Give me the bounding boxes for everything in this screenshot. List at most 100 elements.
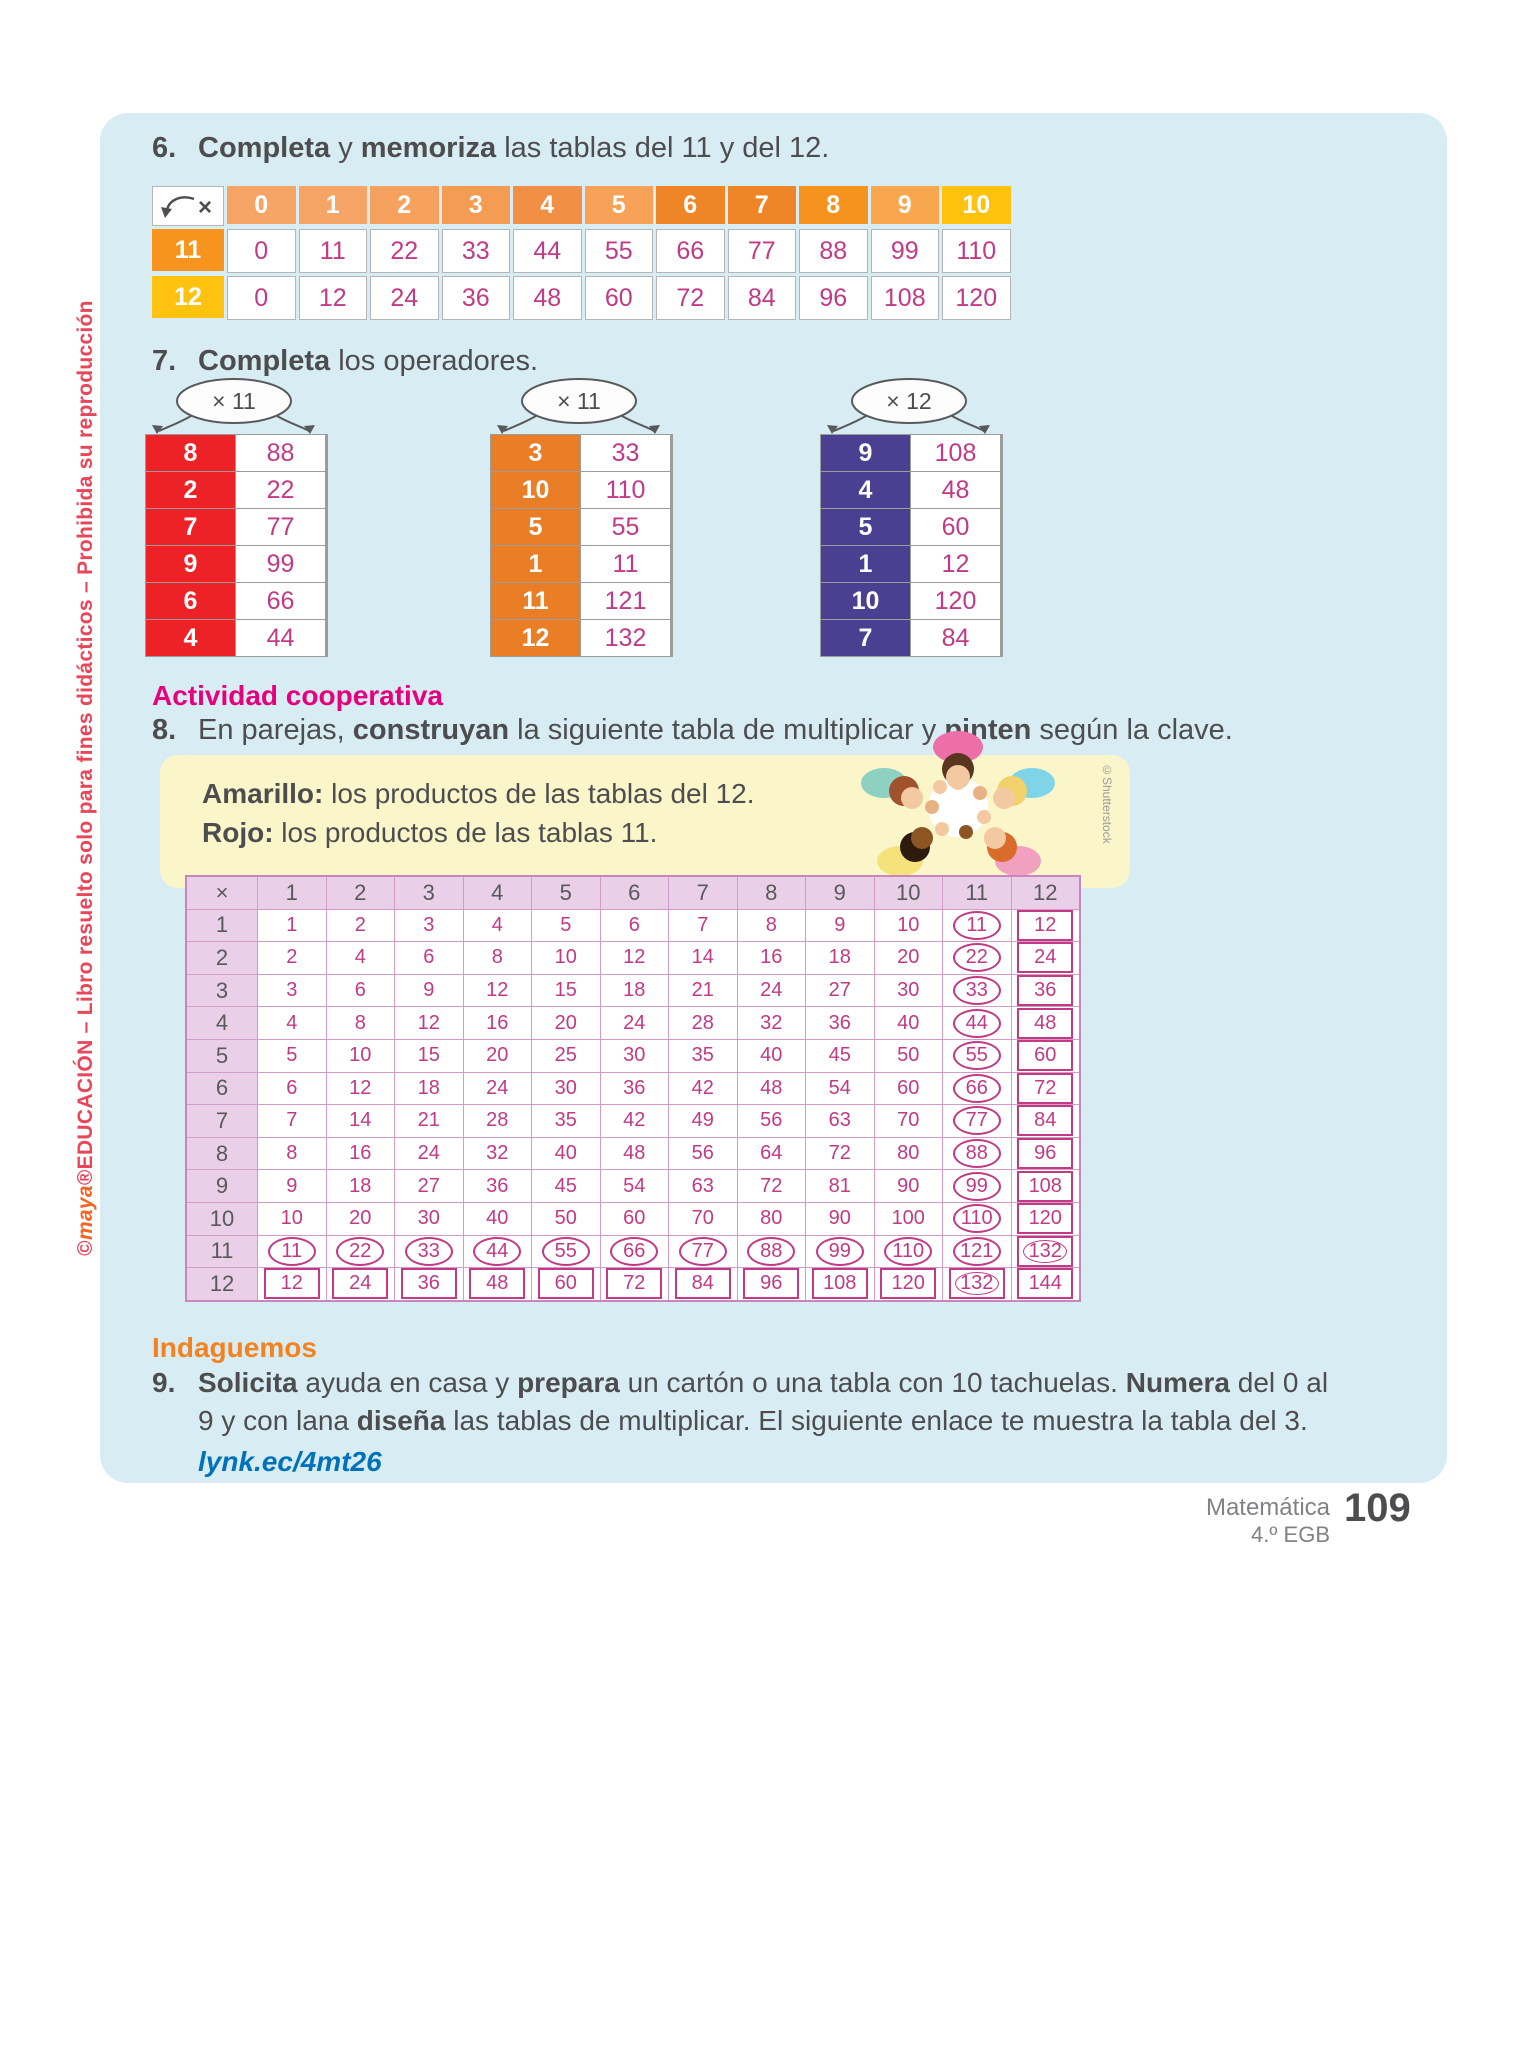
- operator-output-cell: 12: [911, 546, 1000, 582]
- operator-input-cell: 9: [821, 435, 910, 471]
- exercise-number: 8.: [152, 714, 177, 746]
- mult-product-cell: 22: [943, 942, 1011, 974]
- svg-text:×: ×: [198, 194, 212, 220]
- mult-product-cell: 60: [532, 1268, 600, 1300]
- mult-col-header: 12: [1011, 877, 1079, 909]
- ex6-product-cell: 33: [441, 229, 510, 273]
- mult-product-cell: 20: [326, 1202, 394, 1235]
- mult-product-cell: 8: [326, 1007, 394, 1039]
- mult-table: × 1 2 3 4 5 6 7 8 9 10 11 12 1 1 2 3 4 5 6 7 8 9 10 11 12 2 2 4 6 8 10 1…: [185, 875, 1081, 1302]
- mult-product-cell: 40: [737, 1039, 805, 1072]
- text-segment: Numera: [1125, 1367, 1230, 1398]
- operator-output-cell: 110: [581, 472, 670, 508]
- mult-col-header: 2: [326, 877, 394, 909]
- mult-product-cell: 66: [600, 1235, 668, 1268]
- oval-shape: [521, 378, 637, 424]
- mult-product-cell: 44: [943, 1007, 1011, 1039]
- circle-mark: 110: [952, 1204, 1001, 1234]
- mult-product-cell: 84: [1011, 1105, 1079, 1137]
- box-mark: 120: [1017, 1203, 1074, 1235]
- text-segment: Amarillo:: [202, 778, 324, 809]
- mult-product-cell: 77: [669, 1235, 737, 1268]
- mult-product-cell: 12: [1011, 909, 1079, 942]
- ex6-product-cell: 24: [370, 276, 439, 320]
- box-mark: 72: [1017, 1072, 1074, 1104]
- mult-product-cell: 40: [874, 1007, 942, 1039]
- operator-output-cell: 120: [911, 583, 1000, 619]
- text-segment: ©: [74, 1240, 97, 1256]
- box-mark: 132: [1017, 1235, 1074, 1267]
- mult-product-cell: 30: [532, 1072, 600, 1105]
- circle-mark: 99: [952, 1171, 1001, 1201]
- circle-mark: 33: [952, 976, 1001, 1006]
- mult-product-cell: 50: [874, 1039, 942, 1072]
- mult-product-cell: 42: [669, 1072, 737, 1105]
- mult-product-cell: 11: [258, 1235, 326, 1268]
- mult-product-cell: 24: [463, 1072, 531, 1105]
- mult-corner-cell: ×: [187, 877, 257, 909]
- mult-product-cell: 40: [532, 1137, 600, 1170]
- ex6-row-header: 12: [152, 276, 224, 318]
- ex6-product-cell: 66: [656, 229, 725, 273]
- mult-product-cell: 14: [326, 1105, 394, 1137]
- mult-product-cell: 55: [943, 1039, 1011, 1072]
- ex6-product-cell: 110: [942, 229, 1011, 273]
- circle-mark: 99: [815, 1236, 864, 1266]
- mult-product-cell: 49: [669, 1105, 737, 1137]
- operator-input-cell: 5: [491, 509, 580, 545]
- exercise-6-heading: 6. Completa y memoriza las tablas del 11…: [152, 132, 829, 165]
- ex6-col-header: 0: [227, 186, 296, 224]
- ex6-col-header: 7: [727, 186, 796, 224]
- mult-product-cell: 64: [737, 1137, 805, 1170]
- mult-col-header: 6: [600, 877, 668, 909]
- mult-product-cell: 3: [258, 974, 326, 1007]
- exercise-line-1: Solicita ayuda en casa y prepara un cart…: [198, 1364, 1328, 1402]
- mult-product-cell: 4: [326, 942, 394, 974]
- mult-product-cell: 50: [532, 1202, 600, 1235]
- curved-arrow-times-icon: ×: [161, 194, 212, 220]
- mult-product-cell: 12: [600, 942, 668, 974]
- text-segment: y: [330, 132, 361, 164]
- mult-product-cell: 10: [874, 909, 942, 942]
- circle-mark: 132: [1023, 1239, 1068, 1263]
- text-segment: diseña: [356, 1405, 446, 1436]
- text-segment: ayuda en casa y: [297, 1367, 518, 1398]
- mult-product-cell: 15: [395, 1039, 463, 1072]
- mult-product-cell: 70: [874, 1105, 942, 1137]
- mult-product-cell: 45: [532, 1170, 600, 1202]
- times-arrow-cell: ×: [152, 186, 224, 226]
- mult-product-cell: 21: [395, 1105, 463, 1137]
- operator-input-cell: 4: [821, 472, 910, 508]
- mult-product-cell: 1: [258, 909, 326, 942]
- ex6-product-cell: 44: [513, 229, 582, 273]
- arrow-left-icon: [152, 425, 163, 434]
- mult-product-cell: 72: [1011, 1072, 1079, 1105]
- circle-mark: 88: [952, 1139, 1001, 1169]
- mult-product-cell: 132: [1011, 1235, 1079, 1268]
- mult-product-cell: 63: [806, 1105, 874, 1137]
- mult-product-cell: 96: [737, 1268, 805, 1300]
- mult-col-header: 8: [737, 877, 805, 909]
- video-link[interactable]: lynk.ec/4mt26: [198, 1446, 382, 1477]
- box-mark: 12: [1017, 909, 1074, 941]
- circle-mark: 110: [884, 1236, 933, 1266]
- mult-product-cell: 4: [258, 1007, 326, 1039]
- operator-table-2: 3 33 10 110 5 55 1 11 11 121 12 132: [490, 434, 673, 657]
- mult-product-cell: 2: [258, 942, 326, 974]
- operator-input-cell: 7: [821, 620, 910, 656]
- ex6-col-header: 6: [656, 186, 725, 224]
- mult-row-header: 3: [187, 974, 257, 1007]
- mult-product-cell: 27: [395, 1170, 463, 1202]
- mult-product-cell: 35: [532, 1105, 600, 1137]
- operator-output-cell: 44: [236, 620, 325, 656]
- operator-output-cell: 88: [236, 435, 325, 471]
- content-panel: 6. Completa y memoriza las tablas del 11…: [100, 113, 1447, 1483]
- mult-row-header: 5: [187, 1039, 257, 1072]
- mult-product-cell: 12: [463, 974, 531, 1007]
- operator-group-3: × 12 9 108 4 48 5 60 1 12 10 120 7 84: [820, 376, 1003, 657]
- mult-product-cell: 16: [326, 1137, 394, 1170]
- mult-product-cell: 10: [532, 942, 600, 974]
- text-segment: maya: [74, 1185, 97, 1241]
- mult-row-header: 8: [187, 1137, 257, 1170]
- mult-product-cell: 84: [669, 1268, 737, 1300]
